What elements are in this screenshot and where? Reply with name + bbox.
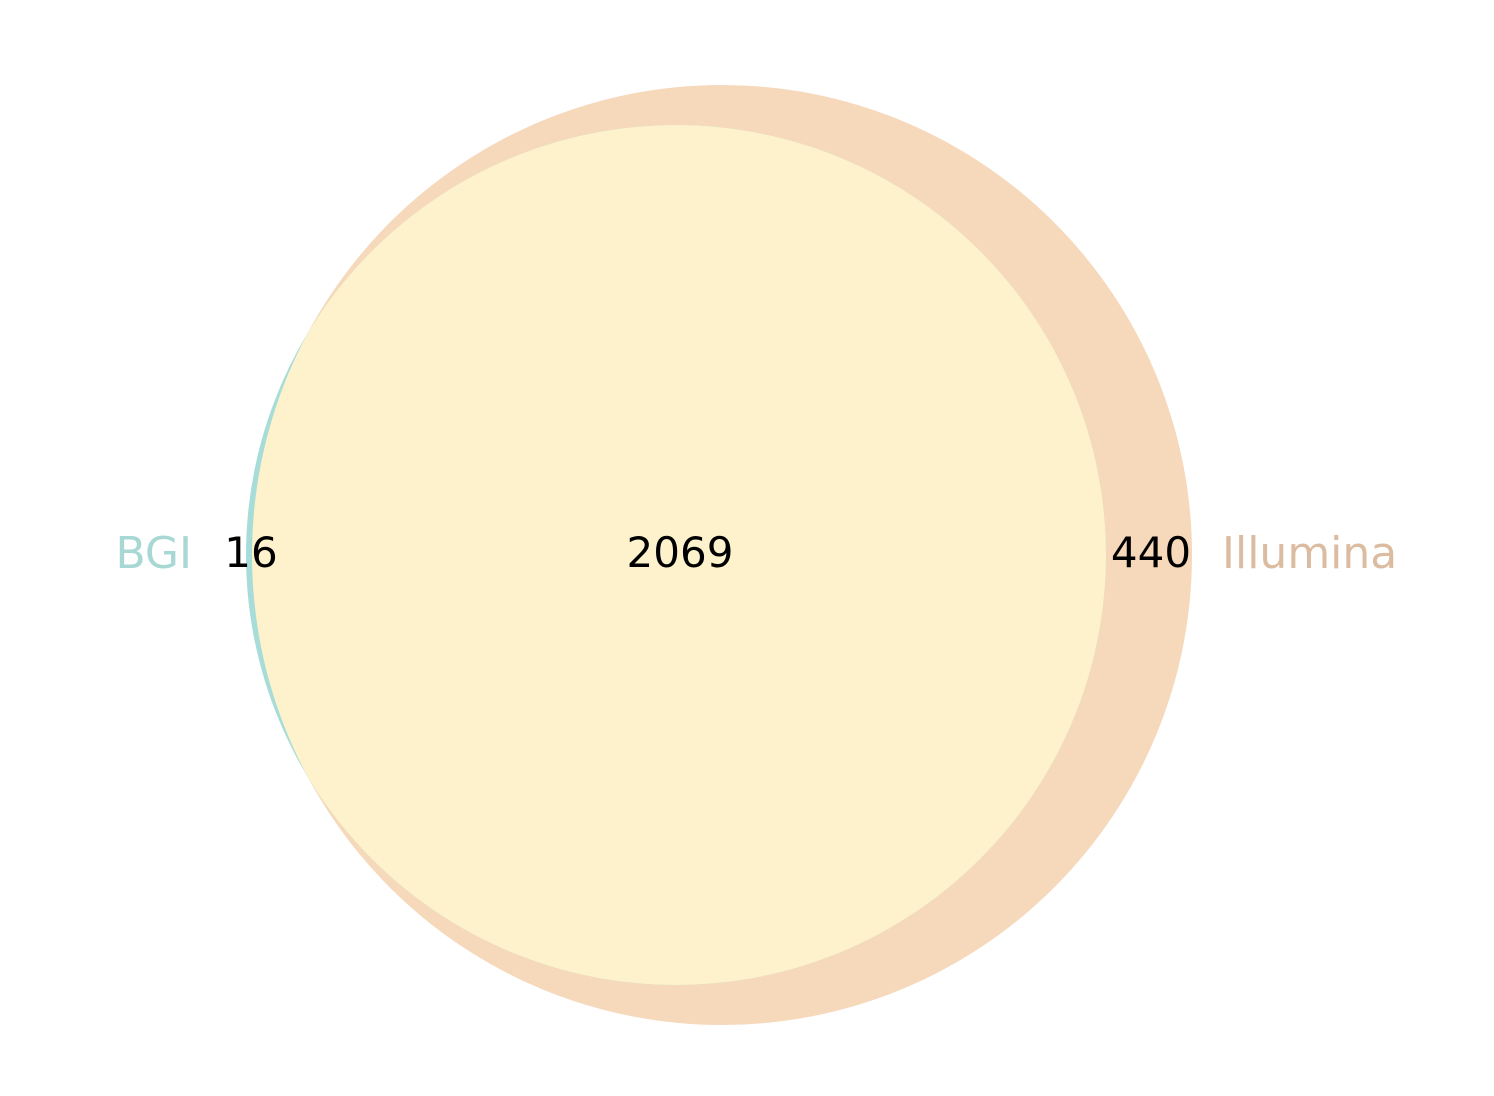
bgi-only-count: 16 — [224, 528, 277, 577]
bgi-set-label: BGI — [116, 528, 192, 579]
intersection-count: 2069 — [627, 528, 734, 577]
intersection-region — [252, 125, 1106, 985]
illumina-set-label: Illumina — [1222, 528, 1397, 579]
illumina-only-count: 440 — [1111, 528, 1191, 577]
